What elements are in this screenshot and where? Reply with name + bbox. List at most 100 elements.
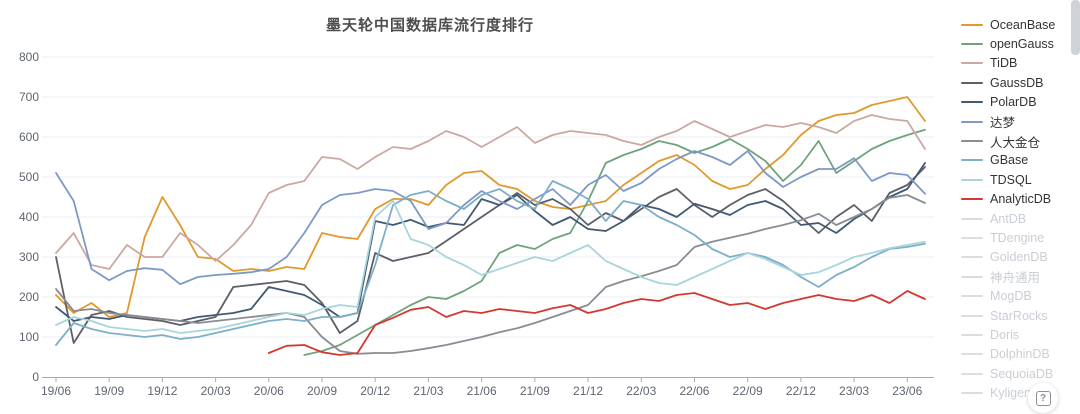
legend-swatch (961, 392, 983, 395)
x-axis-tick-label: 22/03 (626, 384, 656, 398)
legend-item-OceanBase[interactable]: OceanBase (961, 15, 1071, 34)
legend-label: TDSQL (990, 172, 1032, 187)
series-line-人大金仓[interactable] (55, 194, 926, 355)
series-line-GBase[interactable] (55, 180, 926, 346)
legend-label: AnalyticDB (990, 192, 1052, 207)
x-axis-tick-label: 21/09 (520, 384, 550, 398)
x-axis-tick-label: 21/06 (467, 384, 497, 398)
legend-label: GoldenDB (990, 250, 1048, 265)
legend-swatch (961, 178, 983, 181)
series-line-OceanBase[interactable] (55, 96, 926, 318)
y-axis-tick-label: 800 (19, 50, 39, 64)
legend-item-GBase[interactable]: GBase (961, 151, 1071, 170)
legend-label: GBase (990, 153, 1029, 168)
y-axis-tick-label: 200 (19, 290, 39, 304)
legend-label: TDengine (990, 230, 1045, 245)
legend-item-TiDB[interactable]: TiDB (961, 54, 1071, 73)
scrollbar-thumb[interactable] (1071, 0, 1080, 55)
legend-swatch (961, 159, 983, 162)
x-axis-tick-label: 19/06 (41, 384, 71, 398)
legend-item-GoldenDB[interactable]: GoldenDB (961, 248, 1071, 267)
x-axis-tick-label: 23/06 (892, 384, 922, 398)
legend-item-AntDB[interactable]: AntDB (961, 209, 1071, 228)
legend-item-DolphinDB[interactable]: DolphinDB (961, 345, 1071, 364)
legend-item-StarRocks[interactable]: StarRocks (961, 306, 1071, 325)
legend-item-MogDB[interactable]: MogDB (961, 286, 1071, 305)
chart-legend: OceanBase openGauss TiDB GaussDB PolarDB 达梦人大… (961, 15, 1071, 403)
y-axis-tick-label: 400 (19, 210, 39, 224)
question-mark-icon: ? (1035, 390, 1051, 406)
legend-label: OceanBase (990, 17, 1056, 32)
legend-swatch (961, 81, 983, 84)
legend-label: 神舟通用 (990, 271, 1041, 286)
legend-item-人大金仓[interactable]: 人大金仓 (961, 131, 1071, 150)
legend-swatch (961, 372, 983, 375)
legend-swatch (961, 140, 983, 143)
series-line-TiDB[interactable] (55, 114, 926, 270)
legend-item-神舟通用[interactable]: 神舟通用 (961, 267, 1071, 286)
legend-item-SequoiaDB[interactable]: SequoiaDB (961, 364, 1071, 383)
series-line-AnalyticDB[interactable] (267, 290, 926, 356)
y-axis-tick-label: 300 (19, 250, 39, 264)
y-axis-tick-label: 700 (19, 90, 39, 104)
legend-swatch (961, 198, 983, 201)
legend-item-PolarDB[interactable]: PolarDB (961, 93, 1071, 112)
x-axis-tick-label: 21/12 (573, 384, 603, 398)
legend-item-openGauss[interactable]: openGauss (961, 34, 1071, 53)
legend-label: DolphinDB (990, 347, 1050, 362)
legend-label: GaussDB (990, 75, 1044, 90)
y-axis-tick-label: 0 (32, 370, 39, 384)
legend-item-AnalyticDB[interactable]: AnalyticDB (961, 190, 1071, 209)
legend-label: SequoiaDB (990, 366, 1054, 381)
x-axis-tick-label: 19/09 (94, 384, 124, 398)
chart-title: 墨天轮中国数据库流行度排行 (325, 17, 534, 34)
legend-swatch (961, 62, 983, 65)
x-axis-tick-label: 20/03 (201, 384, 231, 398)
legend-swatch (961, 101, 983, 104)
legend-label: Doris (990, 327, 1020, 342)
legend-label: 人大金仓 (990, 135, 1041, 150)
x-axis-tick-label: 20/09 (307, 384, 337, 398)
series-line-GaussDB[interactable] (55, 166, 926, 344)
legend-swatch (961, 333, 983, 336)
legend-label: TiDB (990, 56, 1018, 71)
line-chart-plot[interactable]: 0 100 200 300 400 500 600 700 800 19/06 19/09 19/12… (0, 0, 960, 414)
legend-swatch (961, 23, 983, 26)
legend-swatch (961, 43, 983, 46)
legend-swatch (961, 120, 983, 123)
series-line-达梦[interactable] (55, 150, 926, 286)
y-axis-tick-label: 500 (19, 170, 39, 184)
legend-label: StarRocks (990, 308, 1048, 323)
x-axis-tick-label: 21/03 (413, 384, 443, 398)
x-axis-tick-label: 20/12 (360, 384, 390, 398)
legend-label: 达梦 (990, 116, 1016, 131)
legend-item-TDengine[interactable]: TDengine (961, 228, 1071, 247)
x-axis-tick-label: 22/06 (679, 384, 709, 398)
x-axis-tick-label: 20/06 (254, 384, 284, 398)
legend-swatch (961, 236, 983, 239)
y-axis-tick-label: 100 (19, 330, 39, 344)
series-line-TDSQL[interactable] (55, 200, 926, 334)
x-axis-tick-label: 19/12 (147, 384, 177, 398)
series-line-PolarDB[interactable] (55, 162, 926, 322)
legend-swatch (961, 314, 983, 317)
x-axis-tick-label: 23/03 (839, 384, 869, 398)
x-axis-tick-label: 22/09 (733, 384, 763, 398)
legend-label: PolarDB (990, 95, 1037, 110)
help-button[interactable]: ? (1028, 383, 1058, 413)
legend-swatch (961, 295, 983, 298)
legend-swatch (961, 275, 983, 278)
legend-label: MogDB (990, 289, 1032, 304)
legend-swatch (961, 256, 983, 259)
series-line-openGauss[interactable] (303, 128, 926, 356)
legend-item-TDSQL[interactable]: TDSQL (961, 170, 1071, 189)
legend-item-GaussDB[interactable]: GaussDB (961, 73, 1071, 92)
y-axis-tick-label: 600 (19, 130, 39, 144)
x-axis-tick-label: 22/12 (786, 384, 816, 398)
legend-item-达梦[interactable]: 达梦 (961, 112, 1071, 131)
legend-swatch (961, 353, 983, 356)
legend-label: openGauss (990, 37, 1054, 52)
legend-item-Doris[interactable]: Doris (961, 325, 1071, 344)
legend-swatch (961, 217, 983, 220)
